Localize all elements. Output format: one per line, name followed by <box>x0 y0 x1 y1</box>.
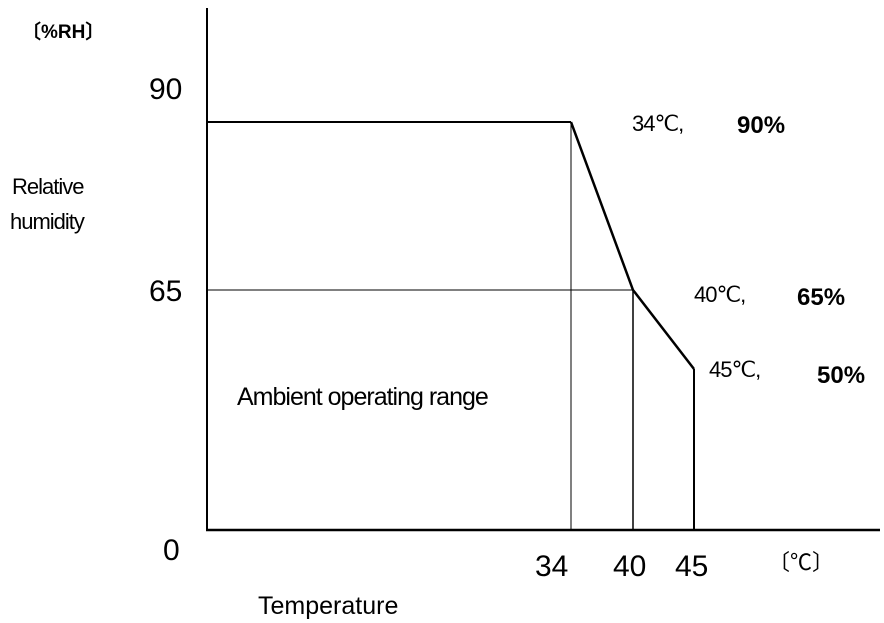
y-axis-label-line1: Relative <box>12 174 84 199</box>
series-line <box>569 121 695 370</box>
y-tick-90: 90 <box>149 73 182 106</box>
x-tick-34: 34 <box>535 550 568 583</box>
y-tick-0: 0 <box>163 534 180 567</box>
point-label-temp-40: 40℃, <box>694 282 745 307</box>
x-axis-label: Temperature <box>258 592 398 620</box>
y-tick-65: 65 <box>149 275 182 308</box>
x-tick-45: 45 <box>675 550 708 583</box>
operating-range-label: Ambient operating range <box>237 383 488 411</box>
point-label-rh-65: 65% <box>797 284 845 311</box>
y-unit-label: 〔%RH〕 <box>22 20 104 43</box>
y-axis-label-line2: humidity <box>10 209 85 234</box>
point-label-rh-50: 50% <box>817 362 865 389</box>
x-tick-40: 40 <box>613 550 646 583</box>
point-label-rh-90: 90% <box>737 112 785 139</box>
x-unit-label: 〔℃〕 <box>768 550 834 575</box>
point-label-temp-34: 34℃, <box>632 111 683 136</box>
point-label-temp-45: 45℃, <box>709 357 760 382</box>
